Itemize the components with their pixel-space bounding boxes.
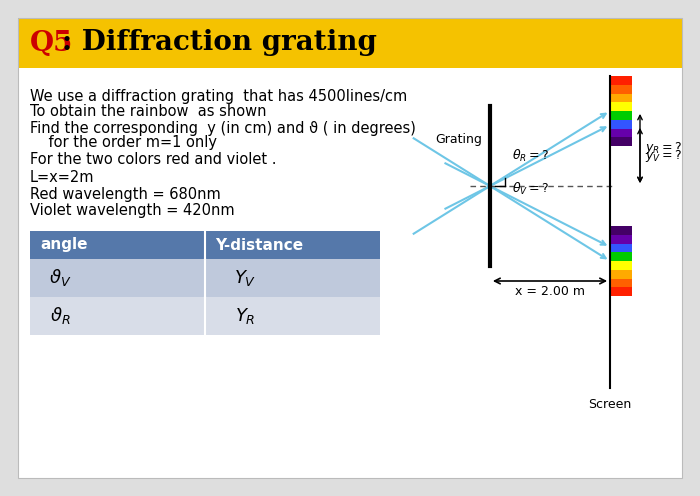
Text: angle: angle [40,238,88,252]
Bar [610,137,632,146]
Bar [610,270,632,278]
Bar [610,252,632,261]
Text: $Y_{V}$: $Y_{V}$ [234,268,256,288]
Bar [610,226,632,235]
Text: $Y_{R}$: $Y_{R}$ [234,306,255,326]
Text: Screen: Screen [589,398,631,411]
Bar [610,235,632,244]
Bar [610,85,632,94]
Text: Find the corresponding  y (in cm) and ϑ ( in degrees): Find the corresponding y (in cm) and ϑ (… [30,121,416,135]
Text: Y-distance: Y-distance [215,238,303,252]
Bar [30,297,380,335]
Text: : Diffraction grating: : Diffraction grating [62,29,377,57]
Bar [610,244,632,252]
Text: $\vartheta_{V}$: $\vartheta_{V}$ [49,267,71,289]
Text: We use a diffraction grating  that has 4500lines/cm: We use a diffraction grating that has 45… [30,88,407,104]
Text: $\theta_V=?$: $\theta_V=?$ [512,181,549,197]
Bar [610,120,632,128]
Bar [30,259,380,297]
Text: Grating: Grating [435,133,482,146]
Text: $y_V=?$: $y_V=?$ [645,147,682,164]
Text: $\vartheta_{R}$: $\vartheta_{R}$ [50,306,71,326]
Bar [18,18,682,68]
Text: $y_R=?$: $y_R=?$ [645,140,682,157]
Bar [610,76,632,85]
Bar [30,231,380,259]
Bar [610,102,632,111]
Text: for the order m=1 only: for the order m=1 only [30,135,217,150]
Bar [610,278,632,287]
Text: L=x=2m: L=x=2m [30,171,94,186]
Text: For the two colors red and violet .: For the two colors red and violet . [30,151,277,167]
Bar [610,128,632,137]
Text: Q5: Q5 [30,29,74,57]
Bar [610,94,632,102]
Text: Violet wavelength = 420nm: Violet wavelength = 420nm [30,202,235,218]
Text: Red wavelength = 680nm: Red wavelength = 680nm [30,186,220,201]
Bar [610,287,632,296]
Text: $\theta_R=?$: $\theta_R=?$ [512,148,550,164]
Bar [610,261,632,270]
Bar [610,111,632,120]
Text: x = 2.00 m: x = 2.00 m [515,285,585,298]
Text: To obtain the rainbow  as shown: To obtain the rainbow as shown [30,105,267,120]
